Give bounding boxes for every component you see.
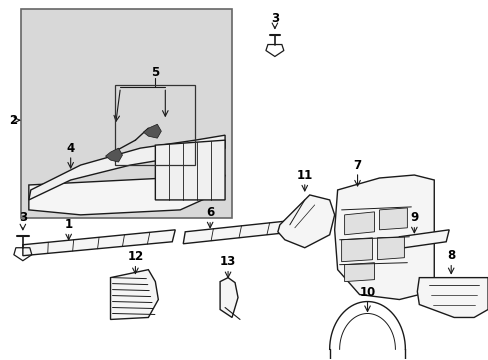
Text: 3: 3: [270, 12, 278, 25]
Polygon shape: [183, 220, 297, 244]
Polygon shape: [105, 148, 122, 162]
Polygon shape: [29, 135, 224, 200]
Text: 6: 6: [205, 206, 214, 219]
Text: 12: 12: [127, 250, 143, 263]
Text: 10: 10: [359, 286, 375, 299]
Polygon shape: [277, 195, 334, 248]
Text: 9: 9: [409, 211, 418, 224]
Text: 3: 3: [19, 211, 27, 224]
Text: 1: 1: [64, 218, 73, 231]
Polygon shape: [341, 238, 372, 262]
Polygon shape: [29, 175, 224, 215]
Polygon shape: [23, 230, 175, 256]
Polygon shape: [143, 124, 161, 138]
Polygon shape: [344, 263, 374, 282]
Polygon shape: [377, 237, 404, 260]
Text: 4: 4: [66, 141, 75, 155]
Text: 2: 2: [9, 114, 17, 127]
Text: 13: 13: [220, 255, 236, 268]
Polygon shape: [334, 175, 433, 300]
Polygon shape: [416, 278, 487, 318]
Polygon shape: [110, 270, 158, 319]
Bar: [21, 9, 232, 218]
Polygon shape: [155, 140, 224, 200]
Text: 11: 11: [296, 168, 312, 181]
Text: 7: 7: [353, 158, 361, 172]
Text: 8: 8: [446, 249, 454, 262]
Polygon shape: [397, 230, 448, 249]
Text: 5: 5: [151, 66, 159, 79]
Polygon shape: [344, 212, 374, 235]
Polygon shape: [220, 278, 238, 318]
Polygon shape: [379, 208, 407, 230]
